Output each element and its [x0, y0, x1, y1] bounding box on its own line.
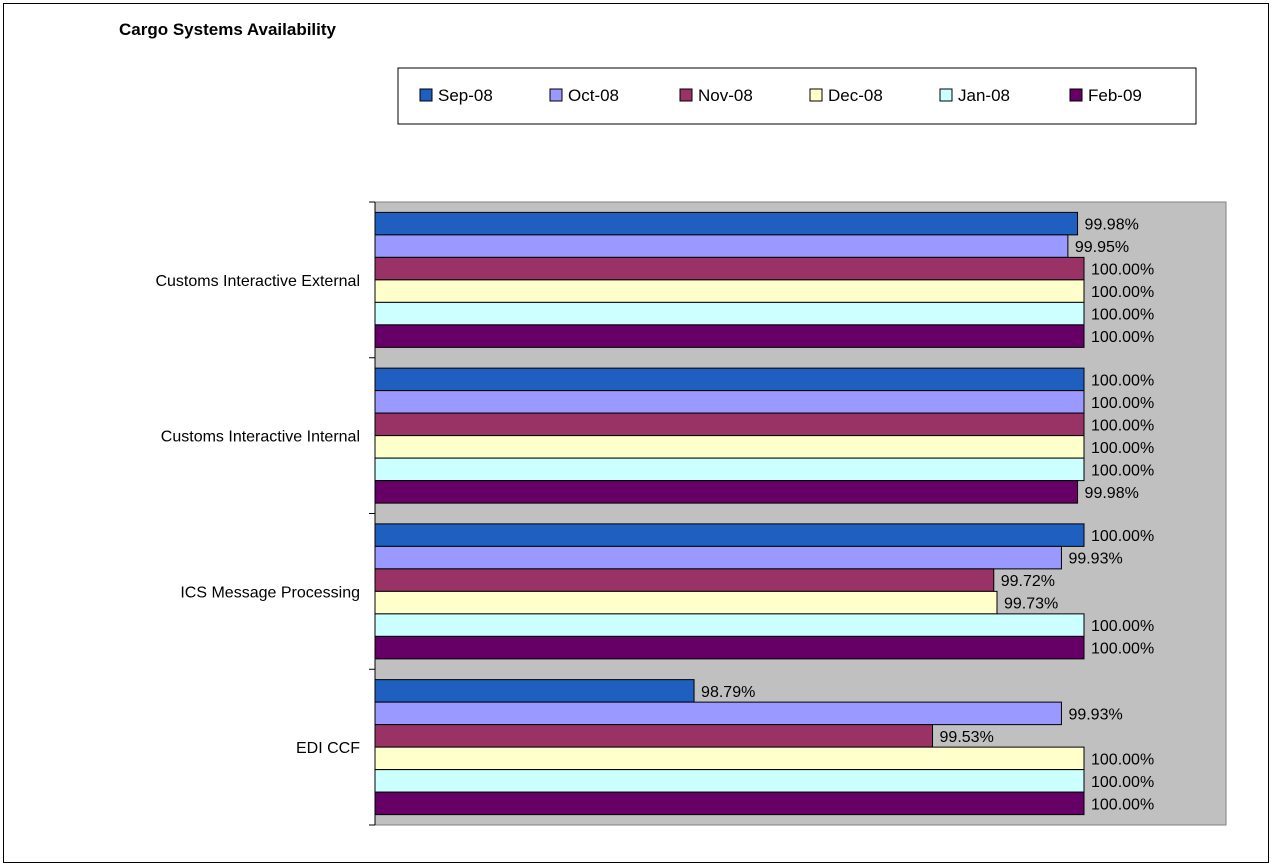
legend-swatch-feb-09: [1069, 88, 1083, 102]
bar-sep-08: [374, 523, 1085, 547]
legend-label-jan-08: Jan-08: [958, 86, 1010, 105]
bar-dec-08: [374, 746, 1085, 771]
category-label: Customs Interactive Internal: [161, 429, 360, 446]
legend-label-oct-08: Oct-08: [568, 86, 619, 105]
legend-label-dec-08: Dec-08: [828, 86, 883, 105]
data-label: 100.00%: [1091, 751, 1154, 768]
bar-jan-08: [374, 613, 1085, 637]
bar-nov-08: [374, 412, 1085, 437]
bar-oct-08: [374, 234, 1069, 258]
legend-swatch-jan-08: [939, 88, 953, 102]
bar-nov-08: [374, 256, 1085, 281]
data-label: 99.98%: [1085, 217, 1139, 234]
legend-label-feb-09: Feb-09: [1088, 86, 1142, 105]
bar-sep-08: [374, 367, 1085, 392]
bar-feb-09: [374, 480, 1079, 504]
bar-oct-08: [374, 545, 1062, 570]
bar-oct-08: [374, 390, 1085, 414]
bar-oct-08: [374, 701, 1062, 726]
data-label: 100.00%: [1091, 284, 1154, 301]
data-label: 100.00%: [1091, 641, 1154, 658]
data-label: 100.00%: [1091, 307, 1154, 324]
legend-swatch-sep-08: [419, 88, 433, 102]
bar-nov-08: [374, 568, 995, 592]
legend: Sep-08 Oct-08 Nov-08 Dec-08 Jan-08 Feb-09: [397, 67, 1197, 125]
data-label: 99.93%: [1068, 551, 1122, 568]
bar-feb-09: [374, 635, 1085, 660]
bar-jan-08: [374, 301, 1085, 326]
data-label: 100.00%: [1091, 372, 1154, 389]
data-label: 100.00%: [1091, 796, 1154, 813]
legend-label-sep-08: Sep-08: [438, 86, 493, 105]
data-label: 99.93%: [1068, 706, 1122, 723]
data-label: 100.00%: [1091, 618, 1154, 635]
data-label: 100.00%: [1091, 528, 1154, 545]
data-label: 99.95%: [1075, 239, 1129, 256]
bar-jan-08: [374, 457, 1085, 482]
data-label: 100.00%: [1091, 395, 1154, 412]
data-label: 98.79%: [701, 684, 755, 701]
category-label: Customs Interactive External: [155, 273, 360, 290]
legend-swatch-dec-08: [809, 88, 823, 102]
data-label: 100.00%: [1091, 774, 1154, 791]
category-label: EDI CCF: [296, 740, 360, 757]
data-label: 100.00%: [1091, 417, 1154, 434]
legend-box: [397, 67, 1197, 125]
data-label: 99.73%: [1004, 596, 1058, 613]
bar-nov-08: [374, 724, 934, 748]
legend-swatch-oct-08: [549, 88, 563, 102]
data-label: 100.00%: [1091, 462, 1154, 479]
bar-dec-08: [374, 435, 1085, 459]
legend-swatch-nov-08: [679, 88, 693, 102]
data-label: 100.00%: [1091, 440, 1154, 457]
data-label: 100.00%: [1091, 262, 1154, 279]
bar-sep-08: [374, 211, 1079, 236]
category-label: ICS Message Processing: [180, 584, 360, 601]
data-label: 99.53%: [940, 729, 994, 746]
chart-title: Cargo Systems Availability: [119, 20, 337, 39]
bar-sep-08: [374, 679, 695, 703]
plot-area: Customs Interactive External 99.98% 99.95%…: [155, 201, 1227, 826]
data-label: 100.00%: [1091, 329, 1154, 346]
bar-dec-08: [374, 590, 998, 615]
data-label: 99.72%: [1001, 573, 1055, 590]
bar-feb-09: [374, 791, 1085, 816]
bar-jan-08: [374, 769, 1085, 793]
bar-dec-08: [374, 279, 1085, 303]
bar-feb-09: [374, 324, 1085, 348]
data-label: 99.98%: [1085, 485, 1139, 502]
legend-label-nov-08: Nov-08: [698, 86, 753, 105]
